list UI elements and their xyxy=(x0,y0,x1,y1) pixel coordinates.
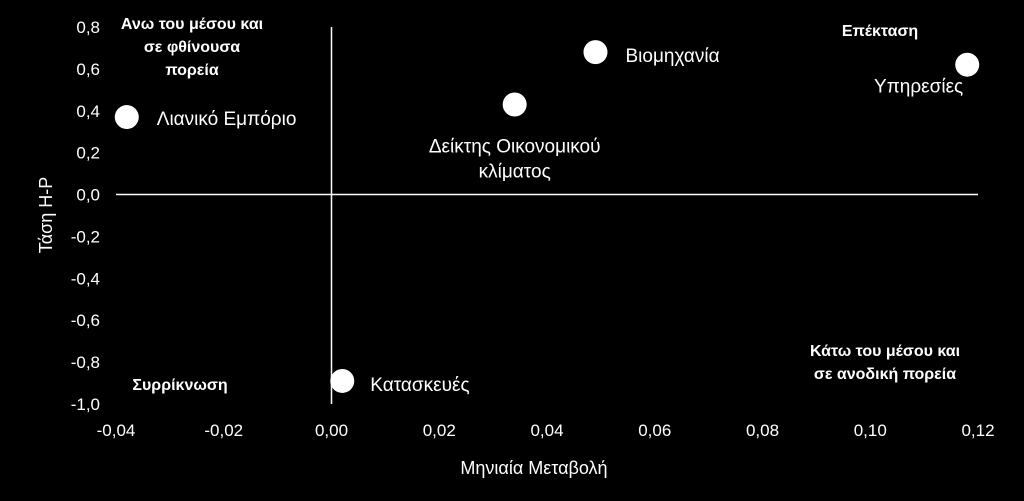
quadrant-label-bottom-right: σε ανοδική πορεία xyxy=(814,366,956,383)
data-point xyxy=(955,52,980,77)
y-tick-label: -0,8 xyxy=(71,353,100,372)
y-tick-label: -0,6 xyxy=(71,311,100,330)
y-tick-label: 0,8 xyxy=(76,18,100,37)
y-tick-label: -0,2 xyxy=(71,227,100,246)
y-axis-title: Τάση Η-Ρ xyxy=(36,177,56,254)
y-tick-label: 0,2 xyxy=(76,144,100,163)
quadrant-label-bottom-left: Συρρίκνωση xyxy=(132,377,227,394)
x-tick-label: 0,00 xyxy=(315,421,348,440)
x-tick-label: 0,10 xyxy=(854,421,887,440)
quadrant-label-bottom-right: Κάτω του μέσου και xyxy=(810,343,960,360)
y-tick-label: -0,4 xyxy=(71,269,100,288)
x-axis-title: Μηνιαία Μεταβολή xyxy=(460,458,607,478)
data-point-label: Δείκτης Οικονομικού xyxy=(429,136,601,157)
y-tick-label: 0,4 xyxy=(76,102,100,121)
data-point-label: Βιομηχανία xyxy=(625,46,719,67)
x-tick-label: 0,02 xyxy=(423,421,456,440)
x-tick-label: 0,12 xyxy=(961,421,994,440)
data-point xyxy=(583,40,608,65)
quadrant-labels: Ανω του μέσου και σε φθίνουσα πορεία Επέκτα… xyxy=(121,16,960,394)
data-point xyxy=(114,105,139,130)
data-point-label: Λιανικό Εμπόριο xyxy=(157,109,297,130)
y-tick-label: -1,0 xyxy=(71,395,100,414)
quadrant-label-top-left: πορεία xyxy=(165,62,219,79)
y-tick-label: 0,0 xyxy=(76,186,100,205)
quadrant-label-top-left: Ανω του μέσου και xyxy=(121,16,263,33)
x-tick-label: 0,06 xyxy=(638,421,671,440)
x-tick-label: -0,04 xyxy=(97,421,136,440)
data-point-label: κλίματος xyxy=(479,161,551,182)
y-tick-label: 0,6 xyxy=(76,60,100,79)
data-points: Λιανικό Εμπόριο Βιομηχανία Δείκτης Οικονομ… xyxy=(114,40,980,396)
quadrant-label-top-left: σε φθίνουσα xyxy=(144,39,240,56)
data-point-label: Κατασκευές xyxy=(370,375,469,396)
data-point xyxy=(330,368,355,393)
quadrant-label-top-right: Επέκταση xyxy=(842,23,918,40)
x-tick-label: 0,08 xyxy=(746,421,779,440)
x-tick-label: -0,02 xyxy=(204,421,243,440)
tick-labels: -0,04 -0,02 0,00 0,02 0,04 0,06 0,08 0,10 0,12 0,… xyxy=(71,18,995,440)
axes xyxy=(116,27,978,404)
data-point xyxy=(502,92,527,117)
x-tick-label: 0,04 xyxy=(530,421,563,440)
data-point-label: Υπηρεσίες xyxy=(874,77,963,98)
